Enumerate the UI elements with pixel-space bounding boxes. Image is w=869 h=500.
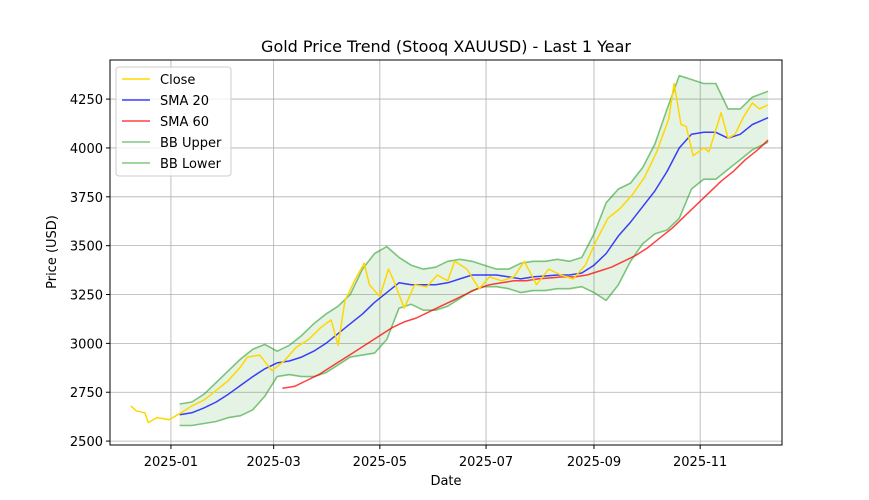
legend-box xyxy=(115,66,232,177)
legend-label: BB Lower xyxy=(160,157,222,172)
series-line-sma-60 xyxy=(282,139,769,390)
y-tick-label: 3000 xyxy=(70,337,103,352)
y-tick-label: 4250 xyxy=(70,93,103,108)
band-fill-area xyxy=(179,75,769,426)
x-tick-label: 2025-09 xyxy=(567,455,621,470)
chart-title: Gold Price Trend (Stooq XAUUSD) - Last 1… xyxy=(261,37,631,56)
x-tick-label: 2025-05 xyxy=(353,455,407,470)
bollinger-band-fill xyxy=(179,75,769,426)
legend-label: SMA 60 xyxy=(160,115,209,130)
y-tick-label: 2750 xyxy=(70,386,103,401)
legend-label: SMA 20 xyxy=(160,94,209,109)
y-tick-label: 3250 xyxy=(70,289,103,304)
x-tick-label: 2025-03 xyxy=(246,455,300,470)
series-line-sma-20 xyxy=(179,117,769,416)
x-axis-title: Date xyxy=(430,474,461,489)
grid xyxy=(110,60,782,445)
x-tick-label: 2025-07 xyxy=(459,455,513,470)
y-tick-label: 3500 xyxy=(70,240,103,255)
x-axis-ticks: 2025-01 2025-03 2025-05 2025-07 2025-09 2025-… xyxy=(144,445,727,470)
y-axis-title: Price (USD) xyxy=(45,215,60,289)
x-tick-label: 2025-01 xyxy=(144,455,198,470)
series-lines xyxy=(130,74,769,427)
y-tick-label: 2500 xyxy=(70,435,103,450)
legend: Close SMA 20 SMA 60 BB Upper BB Lower xyxy=(115,66,232,177)
legend-label: Close xyxy=(160,73,195,88)
series-line-close xyxy=(130,82,769,424)
y-axis-ticks: 2500 2750 3000 3250 3500 3750 4000 4250 xyxy=(70,93,110,450)
y-tick-label: 3750 xyxy=(70,191,103,206)
y-tick-label: 4000 xyxy=(70,142,103,157)
series-line-bb-upper xyxy=(179,74,769,405)
x-tick-label: 2025-11 xyxy=(673,455,727,470)
legend-label: BB Upper xyxy=(160,136,222,151)
plot-frame xyxy=(109,59,783,446)
